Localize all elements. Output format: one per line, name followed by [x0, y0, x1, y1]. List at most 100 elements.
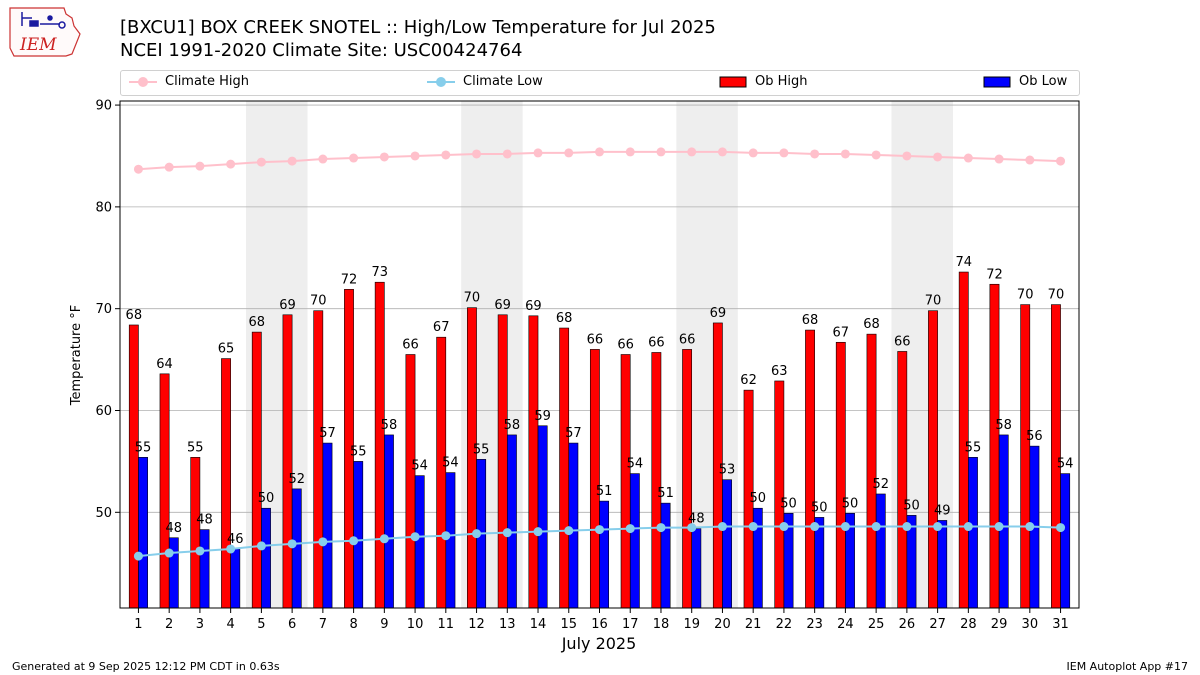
climate-low-point: [779, 522, 789, 532]
ob-high-value-label: 66: [402, 338, 419, 353]
ob-high-value-label: 72: [341, 272, 358, 287]
ob-high-value-label: 69: [525, 299, 542, 314]
ob-high-value-label: 68: [249, 315, 266, 330]
ob-high-value-label: 68: [126, 308, 143, 323]
climate-low-point: [1056, 523, 1066, 533]
ob-high-value-label: 68: [863, 317, 880, 332]
bars: [128, 271, 1071, 609]
climate-low-point: [533, 527, 543, 537]
climate-high-point: [472, 149, 482, 159]
ob-high-value-label: 70: [464, 291, 481, 306]
climate-high-point: [502, 149, 512, 159]
x-tick-label: 30: [1022, 617, 1039, 632]
climate-low-point: [595, 525, 604, 535]
ob-high-bar: [405, 354, 416, 609]
ob-low-bar: [230, 548, 241, 609]
climate-high-point: [687, 147, 697, 157]
x-tick-label: 26: [899, 617, 916, 632]
ob-low-bar: [199, 529, 210, 609]
ob-high-value-label: 66: [894, 334, 911, 349]
ob-low-bar: [537, 425, 548, 609]
ob-low-value-label: 48: [166, 521, 183, 536]
chart-title-line1: [BXCU1] BOX CREEK SNOTEL :: High/Low Tem…: [120, 17, 716, 38]
ob-low-value-label: 50: [750, 491, 767, 506]
ob-low-bar: [968, 457, 978, 609]
climate-high-point: [810, 149, 820, 159]
logo-text: IEM: [19, 35, 57, 55]
climate-lines: [133, 147, 1066, 561]
climate-low-point: [656, 523, 666, 533]
climate-high-point: [717, 147, 727, 157]
x-tick-label: 25: [868, 617, 885, 632]
x-tick-label: 19: [683, 617, 700, 632]
ob-low-bar: [691, 528, 702, 609]
ob-low-bar: [814, 517, 825, 609]
y-tick-label: 90: [95, 99, 112, 114]
climate-low-point: [902, 522, 912, 532]
legend-item-climate-low: Climate Low: [427, 74, 543, 89]
ob-high-value-label: 67: [433, 320, 450, 335]
ob-low-value-label: 52: [288, 472, 305, 487]
ob-high-value-label: 69: [710, 306, 727, 321]
x-tick-label: 16: [591, 617, 608, 632]
ob-high-value-label: 70: [925, 294, 942, 309]
ob-low-value-label: 52: [872, 477, 889, 492]
climate-high-point: [748, 148, 758, 158]
climate-high-point: [1056, 156, 1066, 166]
chart-title-line2: NCEI 1991-2020 Climate Site: USC00424764: [120, 40, 523, 61]
ob-high-bar: [497, 314, 508, 609]
ob-low-value-label: 54: [442, 456, 459, 471]
ob-low-bar: [1060, 473, 1071, 609]
footer-app-text: IEM Autoplot App #17: [1066, 660, 1189, 673]
climate-low-point: [933, 522, 943, 532]
footer-generated-text: Generated at 9 Sep 2025 12:12 PM CDT in …: [12, 660, 280, 673]
x-tick-label: 27: [929, 617, 946, 632]
bar-value-labels: 68 55 64 48 55 48 65 46 68 50 69 52 70 57 72 55 73 58 66 54…: [126, 255, 1074, 547]
y-tick-label: 70: [95, 302, 112, 317]
ob-low-value-label: 58: [381, 418, 398, 433]
ob-high-value-label: 70: [1048, 288, 1065, 303]
ob-high-value-label: 70: [310, 294, 327, 309]
x-tick-label: 18: [653, 617, 670, 632]
legend-bar-swatch-icon: [983, 76, 1011, 87]
ob-low-value-label: 51: [657, 486, 674, 501]
climate-low-point: [748, 522, 758, 532]
y-tick-label: 80: [95, 200, 112, 215]
climate-high-point: [564, 148, 574, 158]
ob-low-bar: [353, 461, 364, 609]
climate-high-point: [779, 148, 789, 158]
x-tick-label: 24: [837, 617, 854, 632]
ob-low-value-label: 55: [965, 440, 982, 455]
x-tick-label: 7: [319, 617, 327, 632]
climate-low-point: [717, 522, 727, 532]
ob-high-bar: [190, 457, 201, 609]
ob-high-value-label: 64: [156, 357, 173, 372]
climate-low-point: [871, 522, 881, 532]
x-tick-label: 17: [622, 617, 639, 632]
climate-high-point: [256, 157, 266, 167]
climate-low-point: [625, 524, 635, 534]
ob-low-value-label: 55: [350, 444, 367, 459]
x-tick-label: 8: [349, 617, 357, 632]
x-tick-label: 12: [468, 617, 485, 632]
y-tick-label: 60: [95, 404, 112, 419]
gridlines: [120, 104, 1079, 513]
ob-high-bar: [620, 354, 631, 609]
ob-high-bar: [467, 307, 477, 609]
ob-low-bar: [322, 442, 333, 609]
climate-low-point: [564, 526, 574, 536]
climate-low-point: [994, 522, 1004, 532]
legend-label: Climate High: [165, 74, 250, 89]
climate-low-point: [687, 523, 697, 533]
climate-high-point: [840, 149, 850, 159]
ob-high-value-label: 66: [648, 335, 665, 350]
climate-high-point: [994, 154, 1004, 164]
climate-low-point: [164, 548, 174, 558]
ob-low-value-label: 50: [842, 496, 859, 511]
x-tick-label: 20: [714, 617, 731, 632]
ob-low-bar: [660, 502, 671, 609]
climate-low-point: [840, 522, 850, 532]
ob-low-value-label: 49: [934, 503, 951, 518]
ob-low-bar: [599, 500, 610, 609]
climate-low-point: [502, 528, 512, 538]
